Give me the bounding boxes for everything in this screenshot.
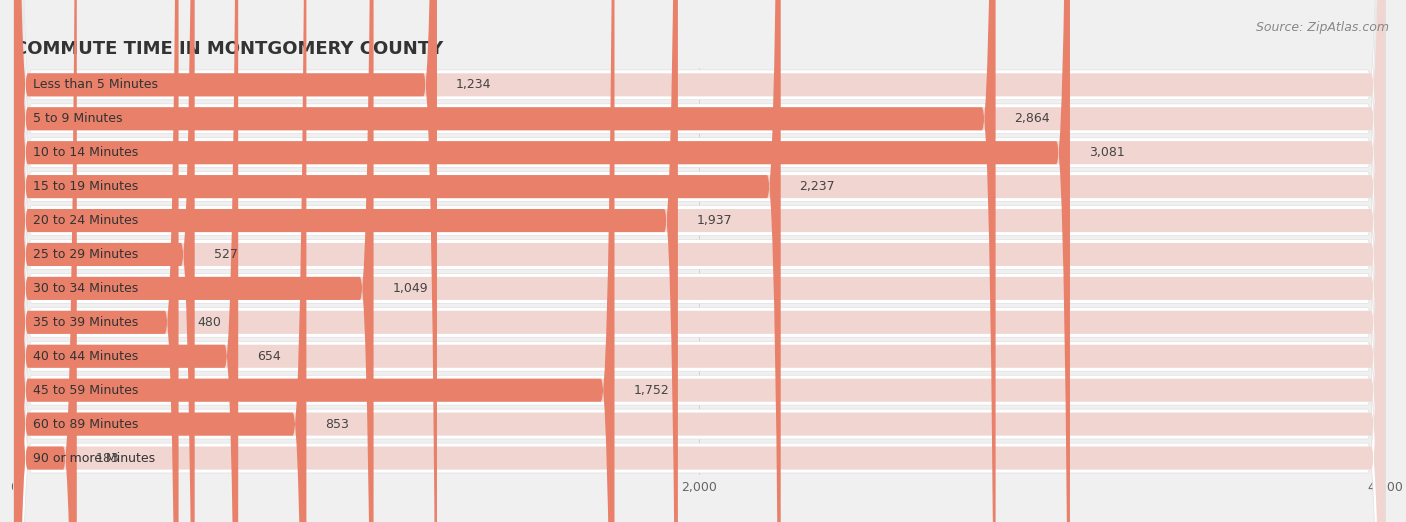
- FancyBboxPatch shape: [14, 0, 1385, 522]
- FancyBboxPatch shape: [14, 0, 995, 522]
- Text: Less than 5 Minutes: Less than 5 Minutes: [32, 78, 157, 91]
- FancyBboxPatch shape: [14, 0, 1385, 522]
- FancyBboxPatch shape: [14, 0, 614, 522]
- Text: 1,937: 1,937: [697, 214, 733, 227]
- Text: 183: 183: [96, 452, 120, 465]
- Text: 60 to 89 Minutes: 60 to 89 Minutes: [32, 418, 138, 431]
- FancyBboxPatch shape: [14, 0, 780, 522]
- Text: 527: 527: [214, 248, 238, 261]
- Text: 15 to 19 Minutes: 15 to 19 Minutes: [32, 180, 138, 193]
- Text: Source: ZipAtlas.com: Source: ZipAtlas.com: [1256, 21, 1389, 34]
- FancyBboxPatch shape: [14, 0, 1385, 522]
- FancyBboxPatch shape: [14, 0, 238, 522]
- FancyBboxPatch shape: [14, 0, 77, 522]
- FancyBboxPatch shape: [14, 0, 1385, 522]
- Text: 1,049: 1,049: [392, 282, 427, 295]
- FancyBboxPatch shape: [14, 0, 1385, 522]
- FancyBboxPatch shape: [14, 0, 1385, 522]
- Text: 853: 853: [325, 418, 349, 431]
- Text: 30 to 34 Minutes: 30 to 34 Minutes: [32, 282, 138, 295]
- FancyBboxPatch shape: [14, 0, 437, 522]
- Text: 1,234: 1,234: [456, 78, 491, 91]
- Text: 2,237: 2,237: [800, 180, 835, 193]
- FancyBboxPatch shape: [14, 0, 179, 522]
- Text: 90 or more Minutes: 90 or more Minutes: [32, 452, 155, 465]
- Text: COMMUTE TIME IN MONTGOMERY COUNTY: COMMUTE TIME IN MONTGOMERY COUNTY: [14, 40, 443, 58]
- FancyBboxPatch shape: [14, 0, 1385, 522]
- FancyBboxPatch shape: [14, 0, 1385, 522]
- FancyBboxPatch shape: [14, 0, 1385, 522]
- FancyBboxPatch shape: [14, 0, 1385, 522]
- FancyBboxPatch shape: [14, 0, 1385, 522]
- FancyBboxPatch shape: [14, 0, 678, 522]
- FancyBboxPatch shape: [14, 0, 1385, 522]
- Text: 2,864: 2,864: [1015, 112, 1050, 125]
- FancyBboxPatch shape: [14, 0, 1070, 522]
- FancyBboxPatch shape: [14, 0, 1385, 522]
- FancyBboxPatch shape: [14, 0, 1385, 522]
- FancyBboxPatch shape: [14, 0, 374, 522]
- FancyBboxPatch shape: [14, 0, 1385, 522]
- FancyBboxPatch shape: [14, 0, 1385, 522]
- Text: 45 to 59 Minutes: 45 to 59 Minutes: [32, 384, 138, 397]
- FancyBboxPatch shape: [14, 0, 1385, 522]
- FancyBboxPatch shape: [14, 0, 1385, 522]
- FancyBboxPatch shape: [14, 0, 1385, 522]
- Text: 3,081: 3,081: [1088, 146, 1125, 159]
- FancyBboxPatch shape: [14, 0, 1385, 522]
- FancyBboxPatch shape: [14, 0, 307, 522]
- Text: 35 to 39 Minutes: 35 to 39 Minutes: [32, 316, 138, 329]
- Text: 10 to 14 Minutes: 10 to 14 Minutes: [32, 146, 138, 159]
- Text: 25 to 29 Minutes: 25 to 29 Minutes: [32, 248, 138, 261]
- FancyBboxPatch shape: [14, 0, 1385, 522]
- FancyBboxPatch shape: [14, 0, 1385, 522]
- Text: 40 to 44 Minutes: 40 to 44 Minutes: [32, 350, 138, 363]
- FancyBboxPatch shape: [14, 0, 1385, 522]
- Text: 5 to 9 Minutes: 5 to 9 Minutes: [32, 112, 122, 125]
- Text: 20 to 24 Minutes: 20 to 24 Minutes: [32, 214, 138, 227]
- Text: 480: 480: [197, 316, 221, 329]
- FancyBboxPatch shape: [14, 0, 1385, 522]
- Text: 1,752: 1,752: [633, 384, 669, 397]
- FancyBboxPatch shape: [14, 0, 194, 522]
- Text: 654: 654: [257, 350, 281, 363]
